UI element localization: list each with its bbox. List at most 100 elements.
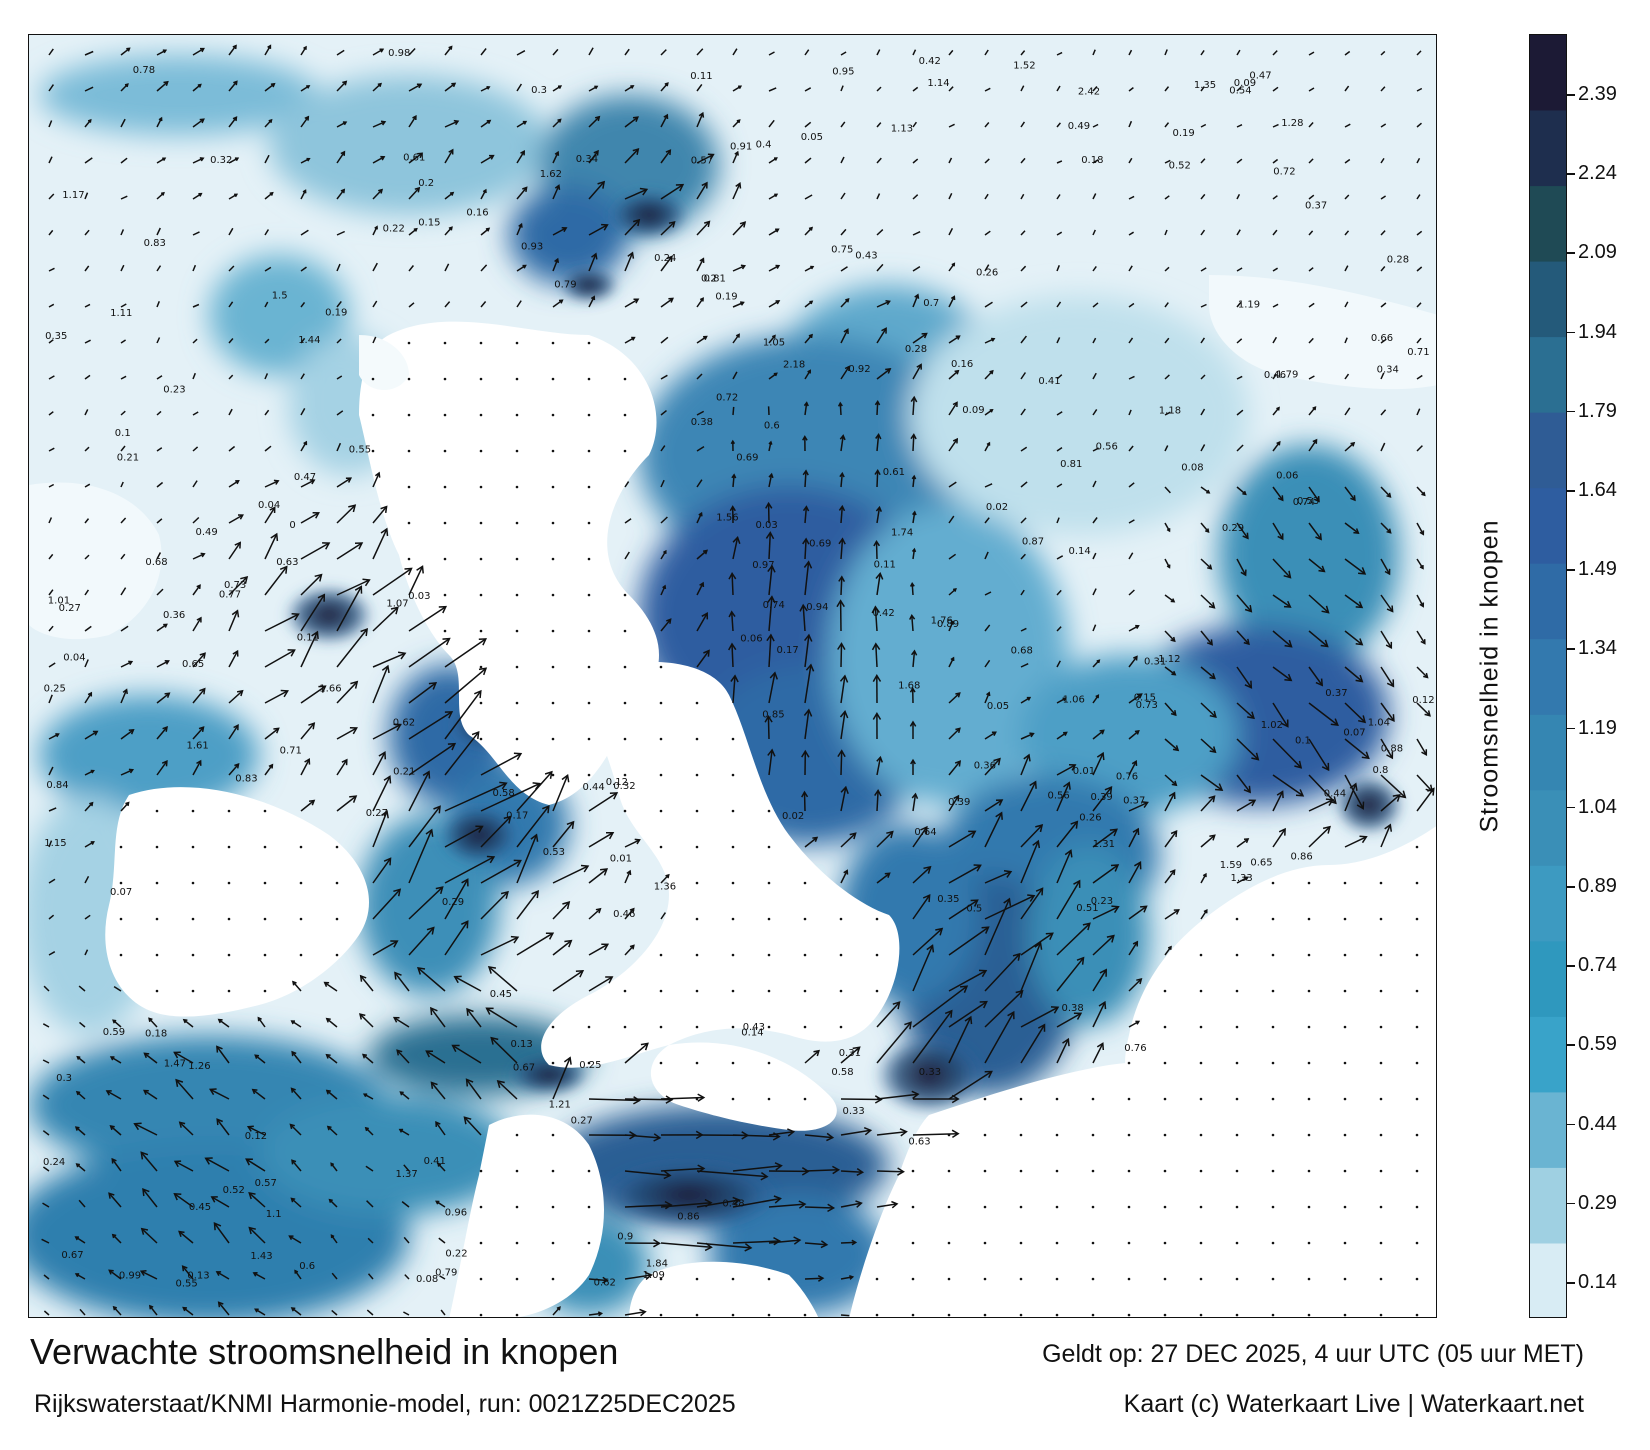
arrow-head (1386, 605, 1394, 613)
speed-value-label: 0.24 (654, 253, 676, 264)
current-arrow (948, 335, 960, 344)
arrow-head (246, 1125, 254, 1132)
current-arrow (148, 1017, 158, 1028)
current-arrow (696, 445, 705, 452)
arrow-head (836, 599, 845, 608)
current-arrow (1164, 86, 1170, 92)
grid-dot (1271, 1205, 1275, 1209)
current-arrow (1020, 1024, 1046, 1064)
grid-dot (623, 593, 627, 597)
grid-dot (515, 1133, 519, 1137)
speed-value-label: 0.16 (951, 359, 973, 370)
current-arrow (1092, 517, 1098, 524)
speed-value-label: 0.86 (1291, 851, 1313, 862)
arrow-head (362, 578, 371, 587)
current-arrow (1092, 694, 1099, 704)
grid-dot (1343, 1313, 1347, 1317)
current-arrow (696, 153, 714, 164)
speed-value-label: 0.5 (966, 903, 982, 914)
current-arrow (624, 518, 632, 524)
speed-value-label: 0.3 (531, 85, 547, 96)
current-arrow (588, 792, 618, 812)
current-arrow (1164, 738, 1179, 751)
grid-dot (1415, 1061, 1419, 1065)
current-arrow (1236, 630, 1250, 645)
current-arrow (804, 1169, 839, 1172)
current-arrow (1020, 932, 1054, 956)
arrow-head (1386, 679, 1395, 688)
speed-value-label: 1.76 (931, 616, 953, 627)
current-arrow (76, 1163, 86, 1172)
current-arrow (444, 856, 495, 884)
current-arrow (1416, 302, 1422, 308)
arrow-head (735, 333, 740, 338)
current-arrow (1020, 335, 1027, 344)
arrow-head (986, 691, 991, 697)
current-arrow (660, 49, 667, 56)
arrow-head (273, 727, 280, 734)
arrow-head (109, 1125, 115, 1131)
current-arrow (1236, 375, 1243, 380)
speed-value-label: 0.37 (1305, 200, 1327, 211)
current-arrow (1416, 774, 1433, 792)
grid-dot (1235, 989, 1239, 993)
current-arrow (984, 158, 990, 164)
arrow-head (775, 300, 781, 305)
speed-value-label: 0.34 (576, 154, 598, 165)
current-arrow (254, 1054, 266, 1064)
grid-dot (227, 917, 231, 921)
arrow-head (273, 479, 280, 485)
current-arrow (624, 48, 630, 56)
arrow-head (916, 363, 922, 370)
speed-value-label: 0.39 (1091, 792, 1113, 803)
grid-dot (1199, 1313, 1203, 1317)
current-arrow (876, 263, 884, 272)
arrow-head (766, 633, 775, 642)
arrow-head (349, 795, 358, 803)
current-arrow (372, 751, 386, 776)
grid-dot (407, 557, 411, 561)
grid-dot (1271, 989, 1275, 993)
arrow-head (601, 943, 610, 951)
current-arrow (876, 157, 882, 164)
grid-dot (1055, 1205, 1059, 1209)
current-arrow (192, 688, 206, 704)
current-speed-map[interactable]: 0.34 0.19 0.44 0.31 0.22 0.27 0.24 0.13 0.14 0.17… (28, 34, 1437, 1318)
grid-dot (587, 377, 591, 381)
arrow-head (1172, 745, 1180, 752)
current-arrow (48, 267, 55, 272)
current-arrow (732, 334, 740, 344)
current-arrow (48, 553, 54, 560)
current-arrow (264, 338, 270, 344)
current-arrow (1200, 738, 1216, 753)
grid-dot (587, 1169, 591, 1173)
arrow-head (954, 760, 962, 767)
grid-dot (263, 917, 267, 921)
current-arrow (41, 1238, 50, 1244)
current-arrow (588, 224, 608, 236)
arrow-head (909, 686, 916, 693)
grid-dot (1307, 881, 1311, 885)
speed-value-label: 0.06 (1276, 471, 1298, 482)
grid-dot (1091, 1133, 1095, 1137)
arrow-head (328, 1198, 333, 1203)
current-arrow (984, 591, 992, 596)
current-arrow (876, 507, 881, 524)
current-arrow (876, 757, 882, 776)
current-arrow (1344, 666, 1363, 683)
current-arrow (1020, 50, 1026, 56)
current-arrow (1092, 624, 1097, 632)
speed-value-label: 0.77 (219, 589, 241, 600)
current-arrow (84, 875, 90, 884)
arrow-head (1313, 496, 1320, 503)
grid-dot (695, 737, 699, 741)
current-arrow (1416, 157, 1421, 164)
current-arrow (1164, 558, 1171, 568)
colorbar-tick-mark (1567, 94, 1575, 96)
current-arrow (1128, 337, 1134, 344)
arrow-head (728, 572, 737, 580)
current-arrow (1092, 408, 1098, 416)
arrow-head (668, 297, 674, 303)
arrow-head (269, 191, 274, 196)
current-arrow (1344, 522, 1359, 534)
